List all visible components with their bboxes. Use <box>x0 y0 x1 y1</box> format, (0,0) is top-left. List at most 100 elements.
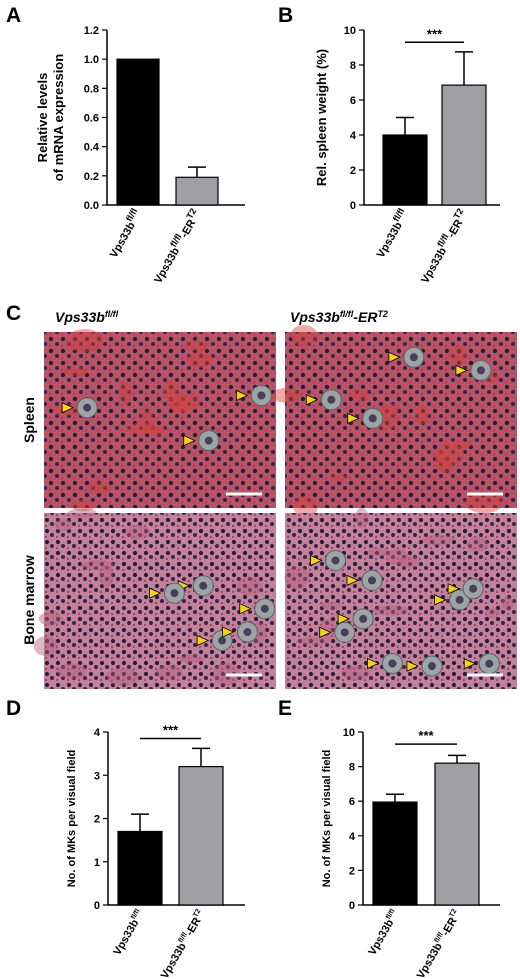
megakaryocyte-nucleus <box>260 604 269 613</box>
tissue-blotch <box>86 481 112 494</box>
megakaryocyte-nucleus <box>427 662 436 671</box>
tissue-blotch <box>54 518 72 532</box>
megakaryocyte-nucleus <box>257 391 266 400</box>
y-tick-label: 2 <box>349 865 355 877</box>
arrowhead-icon <box>61 402 75 414</box>
y-tick-label: 4 <box>350 130 357 142</box>
megakaryocyte-nucleus <box>218 636 227 645</box>
bar-control <box>116 58 160 206</box>
arrowhead-icon <box>463 658 477 670</box>
x-label-control: Vps33bfl/fl <box>371 207 411 261</box>
panel-letter-d: D <box>6 697 21 720</box>
y-tick-label: 1 <box>94 857 100 869</box>
tissue-blotch <box>162 379 180 401</box>
arrowhead-icon <box>196 634 210 647</box>
tissue-blotch <box>106 667 139 686</box>
y-tick-label: 0 <box>350 200 356 212</box>
y-tick-label: 2 <box>94 814 100 826</box>
y-tick-label: 0 <box>349 900 355 912</box>
arrowhead-icon <box>346 574 359 586</box>
y-tick-label: 3 <box>94 770 100 782</box>
megakaryocyte-nucleus <box>469 584 478 593</box>
tissue-blotch <box>65 329 105 353</box>
bar-ert2 <box>434 762 480 906</box>
megakaryocyte-nucleus <box>409 353 418 362</box>
chart-panel-e: 0 2 4 6 8 10 No. of MKs per visual field Vps33b… <box>321 727 500 979</box>
arrowhead-icon <box>235 389 249 402</box>
tissue-blotch <box>372 605 410 616</box>
y-axis-title: Relative levels <box>35 73 50 163</box>
bar-ert2 <box>441 84 487 206</box>
x-label-control: Vps33bfl/fl <box>104 207 144 261</box>
tissue-blotch <box>155 665 183 680</box>
tissue-blotch <box>367 548 391 557</box>
x-label-ert2: Vps33bfl/fl-ERT2 <box>158 908 208 979</box>
tissue-blotch <box>118 382 133 406</box>
arrowhead-icon <box>455 364 468 377</box>
tissue-blotch <box>80 560 115 571</box>
megakaryocyte-nucleus <box>368 414 377 423</box>
panel-letter-c: C <box>6 302 21 325</box>
tissue-blotch <box>433 443 465 466</box>
bar-ert2 <box>178 765 224 906</box>
y-tick-label: 8 <box>350 60 356 72</box>
y-tick-label: 1.0 <box>84 54 99 66</box>
tissue-blotch <box>139 410 154 433</box>
bar-control <box>382 134 428 206</box>
y-axis-title: No. of MKs per visual field <box>66 750 78 888</box>
histology-tile-marrow-ert2 <box>284 507 517 689</box>
arrowhead-icon <box>222 626 235 638</box>
histology-tile-spleen-control <box>44 329 276 512</box>
tissue-blotch <box>447 345 468 366</box>
megakaryocyte-nucleus <box>485 659 494 668</box>
bar-control <box>372 801 418 906</box>
tissue-blotch <box>351 387 370 403</box>
megakaryocyte-nucleus <box>476 366 485 375</box>
tissue-blotch <box>125 422 157 436</box>
tissue-blotch <box>296 636 333 646</box>
y-tick-label: 6 <box>350 95 356 107</box>
tissue-blotch <box>71 499 96 512</box>
arrowhead-icon <box>337 613 351 625</box>
arrowhead-icon <box>447 583 461 595</box>
tissue-blotch <box>329 473 347 483</box>
bar-control <box>117 830 163 906</box>
histology-panel: Vps33bfl/fl Vps33bfl/fl-ERT2 Spleen Bone… <box>21 309 517 689</box>
arrowhead-icon <box>434 594 447 606</box>
tissue-blotch <box>293 495 319 518</box>
chart-panel-a: 0.0 0.2 0.4 0.6 0.8 1.0 1.2 Relative levels of m… <box>35 25 245 286</box>
y-tick-label: 6 <box>349 796 355 808</box>
tissue-blotch <box>38 611 63 626</box>
y-tick-label: 1.2 <box>84 25 99 37</box>
tissue-blotch <box>179 654 204 664</box>
y-tick-label: 2 <box>350 165 356 177</box>
y-axis-title: of mRNA expression <box>51 54 66 181</box>
tissue-blotch <box>170 394 191 415</box>
y-tick-label: 10 <box>343 727 355 739</box>
y-tick-label: 0.4 <box>84 142 100 154</box>
tissue-image <box>44 513 276 689</box>
tissue-blotch <box>33 636 59 657</box>
col-header-control: Vps33bfl/fl <box>55 309 119 325</box>
tissue-blotch <box>385 549 410 566</box>
tissue-blotch <box>124 524 151 540</box>
y-tick-label: 4 <box>349 831 356 843</box>
panel-letter-b: B <box>278 4 293 27</box>
y-tick-label: 4 <box>94 727 101 739</box>
tissue-blotch <box>236 576 263 596</box>
arrowhead-icon <box>239 603 252 615</box>
megakaryocyte-nucleus <box>340 628 349 637</box>
tissue-blotch <box>398 556 421 568</box>
chart-panel-b: 0 2 4 6 8 10 Rel. spleen weight (%) Vps33bfl/fl… <box>314 25 500 286</box>
y-tick-label: 0.6 <box>84 113 99 125</box>
megakaryocyte-nucleus <box>331 556 340 565</box>
y-axis-title: No. of MKs per visual field <box>321 750 333 888</box>
y-tick-label: 0.0 <box>84 200 99 212</box>
panel-letter-e: E <box>278 697 292 720</box>
megakaryocyte-nucleus <box>83 403 92 412</box>
tissue-blotch <box>466 537 489 552</box>
tissue-blotch <box>99 565 114 588</box>
tissue-blotch <box>167 393 201 412</box>
bar-ert2 <box>175 176 219 206</box>
megakaryocyte-nucleus <box>170 589 179 598</box>
